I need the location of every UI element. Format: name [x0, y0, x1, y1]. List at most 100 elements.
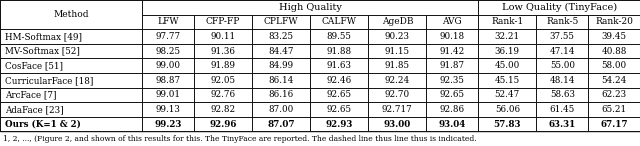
Text: 99.23: 99.23 [154, 120, 182, 129]
Bar [0, 0, 142, 29]
Bar [588, 102, 640, 117]
Bar [478, 44, 536, 58]
Bar [194, 58, 252, 73]
Text: CFP-FP: CFP-FP [205, 17, 240, 26]
Text: 58.63: 58.63 [550, 90, 575, 99]
Text: AVG: AVG [442, 17, 462, 26]
Bar [426, 44, 478, 58]
Bar [310, 15, 368, 29]
Bar [368, 15, 426, 29]
Text: 91.88: 91.88 [326, 47, 352, 56]
Text: 86.14: 86.14 [268, 76, 294, 85]
Text: 37.55: 37.55 [550, 32, 575, 41]
Text: AgeDB: AgeDB [381, 17, 413, 26]
Text: 92.65: 92.65 [440, 90, 465, 99]
Bar [368, 117, 426, 131]
Bar [426, 58, 478, 73]
Text: 99.01: 99.01 [156, 90, 180, 99]
Bar [536, 73, 588, 88]
Text: CosFace [51]: CosFace [51] [5, 61, 63, 70]
Text: 92.65: 92.65 [326, 90, 351, 99]
Bar [142, 88, 194, 102]
Bar [478, 29, 536, 44]
Text: CALFW: CALFW [322, 17, 356, 26]
Bar [588, 58, 640, 73]
Text: 92.86: 92.86 [440, 105, 465, 114]
Bar [252, 73, 310, 88]
Bar [0, 58, 142, 73]
Bar [588, 44, 640, 58]
Bar [142, 73, 194, 88]
Bar [368, 102, 426, 117]
Bar [368, 29, 426, 44]
Bar [478, 58, 536, 73]
Bar [536, 15, 588, 29]
Text: CPLFW: CPLFW [264, 17, 298, 26]
Bar [536, 117, 588, 131]
Text: 87.00: 87.00 [268, 105, 294, 114]
Text: 90.18: 90.18 [440, 32, 465, 41]
Text: 91.42: 91.42 [440, 47, 465, 56]
Bar [536, 102, 588, 117]
Bar [252, 29, 310, 44]
Text: MV-Softmax [52]: MV-Softmax [52] [5, 47, 80, 56]
Bar [426, 117, 478, 131]
Text: 87.07: 87.07 [268, 120, 295, 129]
Text: 63.31: 63.31 [548, 120, 576, 129]
Text: 58.00: 58.00 [602, 61, 627, 70]
Bar [588, 29, 640, 44]
Text: 92.05: 92.05 [211, 76, 236, 85]
Bar [310, 73, 368, 88]
Bar [252, 117, 310, 131]
Text: 32.21: 32.21 [495, 32, 520, 41]
Bar [142, 15, 194, 29]
Text: 99.13: 99.13 [156, 105, 180, 114]
Text: 90.23: 90.23 [385, 32, 410, 41]
Bar [194, 117, 252, 131]
Text: LFW: LFW [157, 17, 179, 26]
Bar [426, 29, 478, 44]
Text: 57.83: 57.83 [493, 120, 521, 129]
Bar [478, 15, 536, 29]
Text: 61.45: 61.45 [550, 105, 575, 114]
Bar [478, 117, 536, 131]
Text: AdaFace [23]: AdaFace [23] [5, 105, 64, 114]
Text: High Quality: High Quality [278, 3, 342, 12]
Text: CurricularFace [18]: CurricularFace [18] [5, 76, 93, 85]
Text: 91.36: 91.36 [211, 47, 236, 56]
Text: 92.35: 92.35 [440, 76, 465, 85]
Bar [252, 102, 310, 117]
Bar [588, 73, 640, 88]
Bar [368, 44, 426, 58]
Text: 92.93: 92.93 [326, 120, 353, 129]
Text: 65.21: 65.21 [602, 105, 627, 114]
Bar [536, 44, 588, 58]
Text: 54.24: 54.24 [602, 76, 627, 85]
Text: 92.65: 92.65 [326, 105, 351, 114]
Text: Rank-20: Rank-20 [595, 17, 633, 26]
Bar [252, 58, 310, 73]
Text: 89.55: 89.55 [326, 32, 351, 41]
Bar [142, 44, 194, 58]
Bar [252, 88, 310, 102]
Bar [588, 117, 640, 131]
Text: 83.25: 83.25 [268, 32, 294, 41]
Text: 92.76: 92.76 [210, 90, 236, 99]
Text: 91.15: 91.15 [385, 47, 410, 56]
Text: 91.87: 91.87 [440, 61, 465, 70]
Bar [194, 44, 252, 58]
Text: Ours (K=1 & 2): Ours (K=1 & 2) [5, 120, 81, 129]
Bar [194, 73, 252, 88]
Text: 98.87: 98.87 [156, 76, 180, 85]
Text: HM-Softmax [49]: HM-Softmax [49] [5, 32, 82, 41]
Bar [478, 102, 536, 117]
Bar [0, 102, 142, 117]
Bar [0, 73, 142, 88]
Bar [310, 44, 368, 58]
Text: Rank-1: Rank-1 [491, 17, 524, 26]
Text: 99.00: 99.00 [156, 61, 180, 70]
Text: 56.06: 56.06 [495, 105, 520, 114]
Bar [478, 88, 536, 102]
Text: 91.85: 91.85 [385, 61, 410, 70]
Bar [252, 44, 310, 58]
